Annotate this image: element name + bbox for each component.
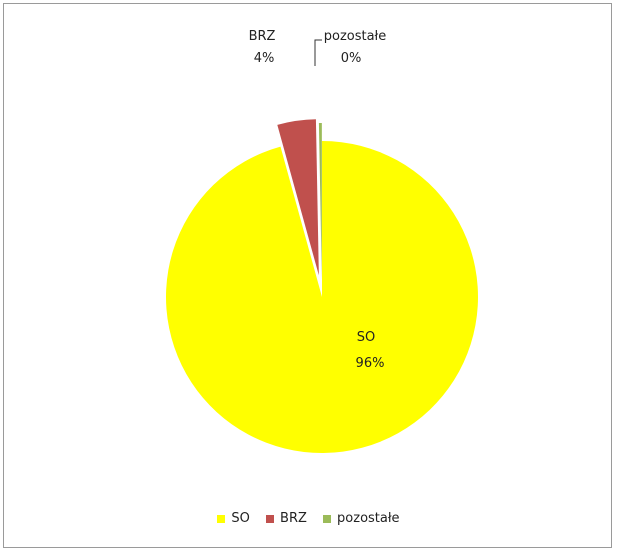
- pie-labels: SO 96% BRZ 4% pozostałe 0%: [249, 29, 387, 371]
- slice-label-pozostale-value: 0%: [341, 51, 362, 66]
- legend-swatch-brz: [266, 514, 275, 523]
- legend: SO BRZ pozostałe: [0, 511, 617, 527]
- legend-item-pozostale: pozostałe: [323, 511, 400, 526]
- slice-label-brz-value: 4%: [254, 51, 275, 66]
- legend-label-so: SO: [231, 511, 250, 526]
- slice-label-pozostale-name: pozostałe: [324, 29, 387, 44]
- slice-label-so-value: 96%: [356, 356, 385, 371]
- pie-slice-so: [165, 141, 478, 453]
- legend-swatch-pozostale: [323, 514, 332, 523]
- legend-item-brz: BRZ: [266, 511, 307, 526]
- legend-item-so: SO: [217, 511, 250, 526]
- legend-swatch-so: [217, 514, 226, 523]
- slice-label-so-name: SO: [357, 330, 375, 345]
- pie-slice-pozosta-e: [318, 123, 322, 280]
- slice-label-brz-name: BRZ: [249, 29, 276, 44]
- leader-line-pozostale: [314, 39, 322, 66]
- pie-slice-brz: [277, 119, 319, 276]
- legend-label-pozostale: pozostałe: [337, 511, 400, 526]
- pie-slices: [165, 119, 478, 453]
- legend-label-brz: BRZ: [280, 511, 307, 526]
